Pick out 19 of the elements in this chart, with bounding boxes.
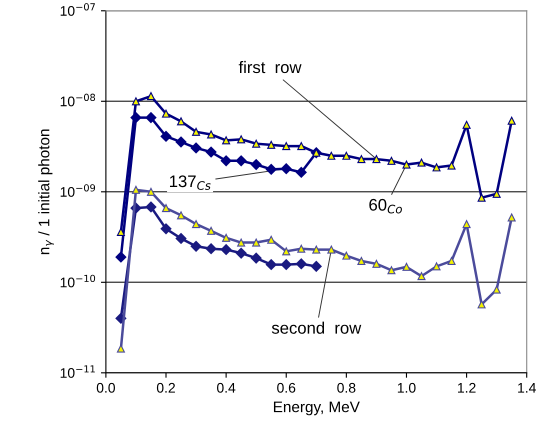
annotation: 137$_{Cs}$ (170, 175, 211, 190)
y-tick-label: 10$^{−10}$ (60, 274, 96, 288)
x-tick-label: 0.0 (96, 382, 115, 393)
x-tick-label: 0.2 (156, 382, 175, 393)
y-tick-label: 10$^{−09}$ (60, 184, 96, 197)
x-tick-label: 1.0 (398, 382, 416, 393)
y-tick-label: 10$^{−08}$ (60, 94, 96, 106)
x-tick-label: 0.4 (217, 382, 236, 393)
annotation: second row (272, 322, 362, 334)
y-tick-label: 10$^{−11}$ (60, 365, 95, 378)
x-tick-label: 1.2 (458, 382, 476, 393)
y-axis-title: n$_{γ}$ / 1 initial photon (38, 130, 54, 254)
annotation: 60$_{Co}$ (369, 198, 402, 214)
x-tick-label: 0.8 (337, 382, 356, 393)
annotation: first row (238, 60, 302, 74)
x-tick-label: 1.4 (518, 383, 536, 393)
y-tick-label: 10$^{−07}$ (60, 3, 95, 16)
x-tick-label: 0.6 (277, 382, 296, 393)
x-axis-title: Energy, MeV (274, 402, 360, 416)
